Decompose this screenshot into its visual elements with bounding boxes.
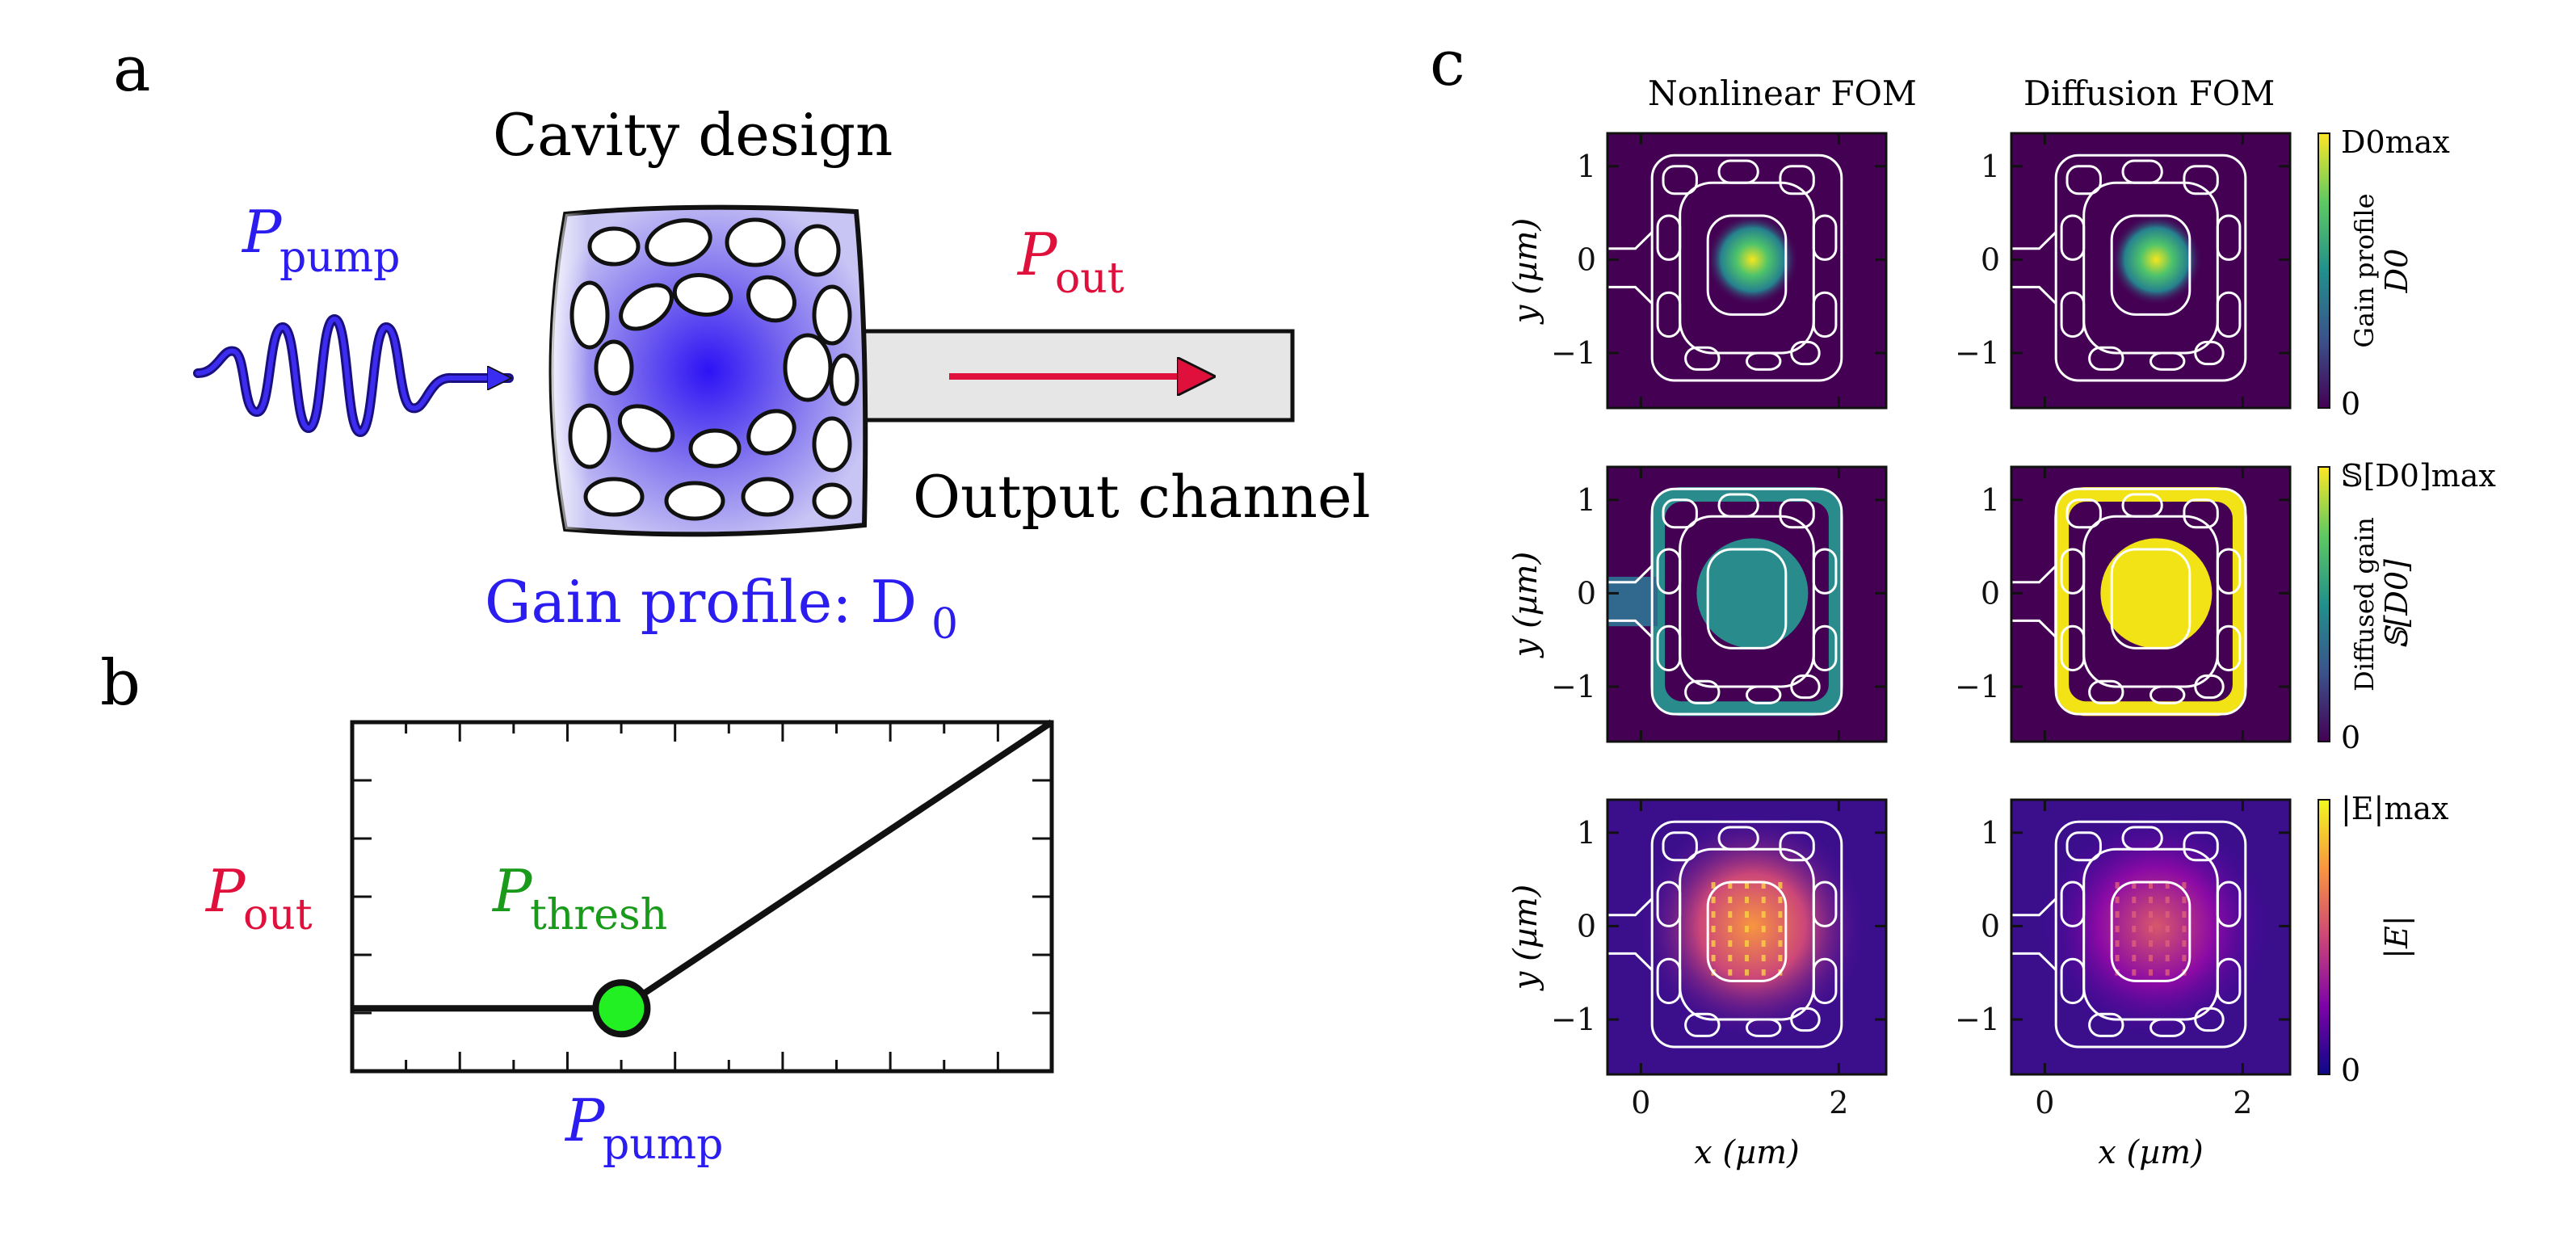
b-ylabel: P — [204, 857, 246, 925]
y-tick-label: 0 — [1577, 575, 1596, 611]
panel-b-label: b — [100, 647, 141, 720]
y-tick-label: 1 — [1577, 149, 1596, 184]
b-xlabel-sub: pump — [603, 1120, 723, 1169]
b-xlabel: P — [564, 1087, 606, 1154]
x-tick-label: 0 — [2035, 1085, 2054, 1120]
colorbar-0: D0max 0 Gain profile D0 — [2318, 124, 2450, 422]
y-axis-label: y (µm) — [1507, 218, 1544, 325]
pump-label: P — [241, 198, 283, 266]
panel-b: b P out P thresh P pump — [100, 647, 1054, 1169]
output-channel-label: Output channel — [913, 463, 1371, 531]
b-ylabel-sub: out — [243, 891, 313, 939]
x-tick-label: 2 — [2233, 1085, 2252, 1120]
col-title-diffusion: Diffusion FOM — [2023, 74, 2275, 113]
axes-frame — [1606, 132, 1888, 410]
y-tick-label: 0 — [1981, 242, 2000, 277]
colorbar-symbol: D0 — [2379, 249, 2414, 294]
y-tick-label: 1 — [1577, 815, 1596, 851]
threshold-curve — [352, 719, 1054, 1038]
y-axis-label: y (µm) — [1507, 885, 1544, 991]
y-tick-label: 0 — [1577, 908, 1596, 944]
heatmap-r2-c0: 1 0 −1 0 2 y (µm) x (µm) — [1507, 798, 1888, 1171]
axes-frame — [2010, 798, 2292, 1076]
y-tick-label: 0 — [1981, 575, 2000, 611]
plot-frame — [350, 720, 1054, 1074]
y-tick-label: −1 — [1955, 1002, 2000, 1037]
axes: 1 0 −1 — [1551, 465, 1888, 743]
threshold-marker — [592, 979, 651, 1038]
y-tick-label: 1 — [1981, 149, 2000, 184]
colorbar-min: 0 — [2341, 720, 2360, 755]
panel-c-label: c — [1430, 27, 1465, 100]
cavity-design — [548, 204, 868, 537]
structure-outline — [2011, 820, 2247, 1049]
x-axis-label: x (µm) — [1694, 1134, 1799, 1171]
gain-profile-sub: 0 — [931, 600, 958, 649]
structure-outline — [1607, 820, 1843, 1049]
tick-marks — [352, 722, 1052, 1071]
colorbar-max: |E|max — [2341, 791, 2448, 826]
axes-frame — [2010, 132, 2292, 410]
panel-c: c Nonlinear FOM Diffusion FOM 10−1y (µm)… — [1430, 27, 2496, 1171]
gain-profile-label: Gain profile: D — [485, 568, 917, 636]
colorbar-2: |E|max 0 |E| — [2318, 791, 2448, 1088]
y-tick-label: 1 — [1577, 482, 1596, 518]
axes: 1 0 −1 0 2 — [1955, 798, 2292, 1120]
axes-frame — [2010, 465, 2292, 743]
axes: 1 0 −1 — [1955, 132, 2292, 410]
x-tick-label: 2 — [1829, 1085, 1848, 1120]
heatmap-r2-c1: 1 0 −1 0 2 x (µm) — [1955, 798, 2292, 1171]
x-tick-label: 0 — [1631, 1085, 1650, 1120]
structure-outline — [1607, 153, 1843, 382]
y-tick-label: 0 — [1577, 242, 1596, 277]
structure-outline — [2011, 153, 2247, 382]
y-tick-label: −1 — [1551, 1002, 1596, 1037]
structure-outline — [1607, 487, 1843, 716]
axes: 1 0 −1 — [1955, 465, 2292, 743]
out-label: P — [1016, 221, 1058, 288]
colorbar-title: Gain profile — [2349, 193, 2380, 347]
colorbar-min: 0 — [2341, 1053, 2360, 1088]
y-tick-label: −1 — [1955, 335, 2000, 371]
structure-outline — [2011, 487, 2247, 716]
colorbar-max: 𝕊[D0]max — [2341, 458, 2496, 494]
axes-frame — [1606, 465, 1888, 743]
out-label-sub: out — [1055, 254, 1124, 303]
panel-a: a Cavity design P pump P out Output chan… — [113, 33, 1371, 649]
col-title-nonlinear: Nonlinear FOM — [1648, 74, 1917, 113]
thresh-label: P — [491, 857, 533, 925]
series-line — [352, 719, 1054, 1012]
cavity-design-title: Cavity design — [493, 101, 893, 169]
colorbar-title: Diffused gain — [2349, 517, 2380, 691]
heatmap-r1-c1: 1 0 −1 — [1955, 465, 2292, 743]
colorbar-symbol: |E| — [2379, 915, 2414, 958]
y-tick-label: 1 — [1981, 482, 2000, 518]
heatmap-r0-c1: 1 0 −1 — [1955, 132, 2292, 410]
y-tick-label: 0 — [1981, 908, 2000, 944]
x-axis-label: x (µm) — [2098, 1134, 2203, 1171]
colorbar-1: 𝕊[D0]max 0 Diffused gain 𝕊[D0] — [2318, 458, 2496, 755]
axes-frame — [1606, 798, 1888, 1076]
y-axis-label: y (µm) — [1507, 552, 1544, 658]
y-tick-label: 1 — [1981, 815, 2000, 851]
thresh-label-sub: thresh — [530, 891, 667, 939]
panel-a-label: a — [113, 33, 151, 106]
axes: 1 0 −1 — [1551, 132, 1888, 410]
y-tick-label: −1 — [1551, 669, 1596, 704]
colorbar-min: 0 — [2341, 386, 2360, 422]
colorbar-symbol: 𝕊[D0] — [2379, 559, 2414, 649]
heatmap-r1-c0: 1 0 −1y (µm) — [1507, 465, 1888, 743]
heatmap-r0-c0: 1 0 −1y (µm) — [1507, 132, 1888, 410]
y-tick-label: −1 — [1955, 669, 2000, 704]
y-tick-label: −1 — [1551, 335, 1596, 371]
axes: 1 0 −1 0 2 — [1551, 798, 1888, 1120]
pump-label-sub: pump — [279, 233, 400, 282]
colorbar-max: D0max — [2341, 124, 2450, 160]
